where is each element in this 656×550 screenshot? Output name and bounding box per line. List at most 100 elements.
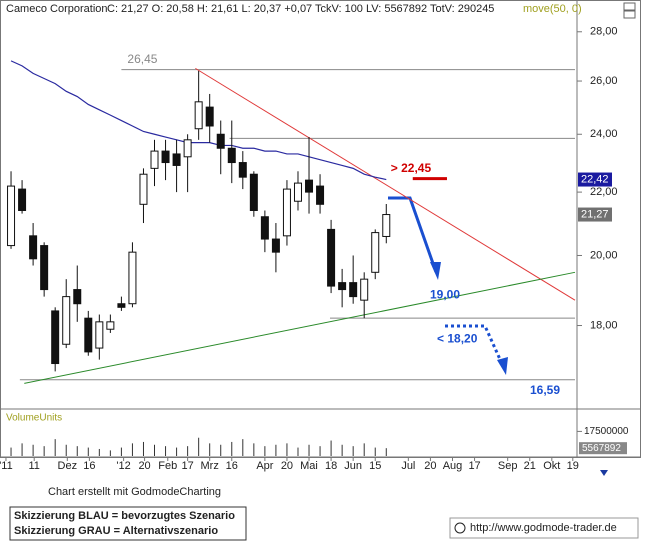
header-indicator: move(50, 0) [523,3,582,15]
candle-body [349,282,358,298]
legend-text: Skizzierung BLAU = bevorzugtes Szenario [14,510,235,522]
y-tick-label: 24,00 [590,128,618,140]
price-label-box [578,172,612,187]
candle-body [194,101,203,130]
candle-body [106,321,115,330]
candle-body [371,232,380,273]
candle-body [183,139,192,158]
header-quote: C: 21,27 O: 20,58 H: 21,61 L: 20,37 +0,0… [107,3,494,15]
candle-body [282,188,291,237]
moving-average [10,60,387,181]
footer-url[interactable]: http://www.godmode-trader.de [470,522,617,534]
window-icons[interactable] [623,2,636,19]
candle-body [172,153,181,166]
candle-body [128,251,137,305]
candle-body [249,173,258,211]
y-tick-label: 20,00 [590,249,618,261]
candle-body [260,216,269,240]
candle-body [205,106,214,127]
x-tick-label: Okt [543,460,560,472]
scenario-arrow [445,324,505,367]
legend-text: Skizzierung GRAU = Alternativszenario [14,525,218,537]
level-label: > 22,45 [391,161,432,175]
annotation: < 18,20 [437,331,478,345]
candle-body [316,185,325,205]
candle-body [338,282,347,291]
x-tick-label: Mai [300,460,318,472]
x-tick-label: 16 [83,460,95,472]
candle-body [84,317,93,353]
arrow-head [430,262,441,280]
candle-body [51,310,60,365]
level-label: 26,45 [127,52,157,66]
candle-body [305,179,314,193]
candle-body [7,185,16,247]
arrow-head [497,357,508,375]
candle-body [293,182,302,202]
x-tick-label: Aug [443,460,463,472]
x-tick-label: 20 [281,460,293,472]
icon[interactable] [623,10,636,19]
y-tick-label: 18,00 [590,319,618,331]
x-tick-label: 17 [468,460,480,472]
candle-body [139,173,148,205]
candle-body [117,303,126,308]
candle-body [238,162,247,178]
annotation: 19,00 [430,288,460,302]
candle-body [382,214,391,237]
copyright-icon [454,522,466,534]
volume-last-box [579,442,627,455]
candle-body [18,188,27,211]
x-tick-label: '11 [0,460,13,472]
x-tick-label: Feb [158,460,177,472]
x-tick-label: 20 [424,460,436,472]
candle-body [216,133,225,149]
x-tick-label: Apr [256,460,273,472]
candle-body [73,289,82,305]
candle-body [327,228,336,287]
x-tick-label: Jun [344,460,362,472]
candle-body [40,245,49,291]
frame [0,0,641,458]
x-tick-label: 17 [181,460,193,472]
annotation: 16,59 [530,383,560,397]
x-tick-label: 11 [29,460,40,472]
x-tick-label: Jul [401,460,415,472]
x-tick-label: Mrz [201,460,219,472]
x-tick-label: '12 [116,460,130,472]
y-tick-label: 26,00 [590,75,618,87]
price-label: 22,42 [581,173,609,185]
footer-credit: Chart erstellt mit GodmodeCharting [48,486,221,498]
trendline [24,271,576,384]
candle-body [360,278,369,301]
header-title: Cameco Corporation [6,3,108,15]
volume-last: 5567892 [582,443,621,454]
price-label-box [578,207,612,222]
candle-body [62,296,71,345]
x-tick-label: 20 [138,460,150,472]
candle-body [150,150,159,169]
candle-body [161,150,170,164]
icon[interactable] [623,2,636,11]
scroll-icon[interactable] [600,470,608,476]
y-tick-label: 28,00 [590,26,618,38]
trendline [195,67,576,301]
candle-body [227,147,236,164]
x-tick-label: 19 [567,460,579,472]
x-tick-label: Sep [498,460,518,472]
x-tick-label: 16 [226,460,238,472]
scenario-arrow [388,196,438,273]
candle-body [95,321,104,349]
x-tick-label: 21 [524,460,536,472]
legend-box [9,506,247,541]
candle-body [29,235,38,260]
url-box [449,517,639,539]
x-tick-label: Dez [58,460,78,472]
candle-body [271,238,280,253]
y-tick-label: 17500000 [584,426,629,437]
volume-label: VolumeUnits [6,413,62,424]
x-tick-label: 18 [325,460,337,472]
price-label: 21,27 [581,208,609,220]
